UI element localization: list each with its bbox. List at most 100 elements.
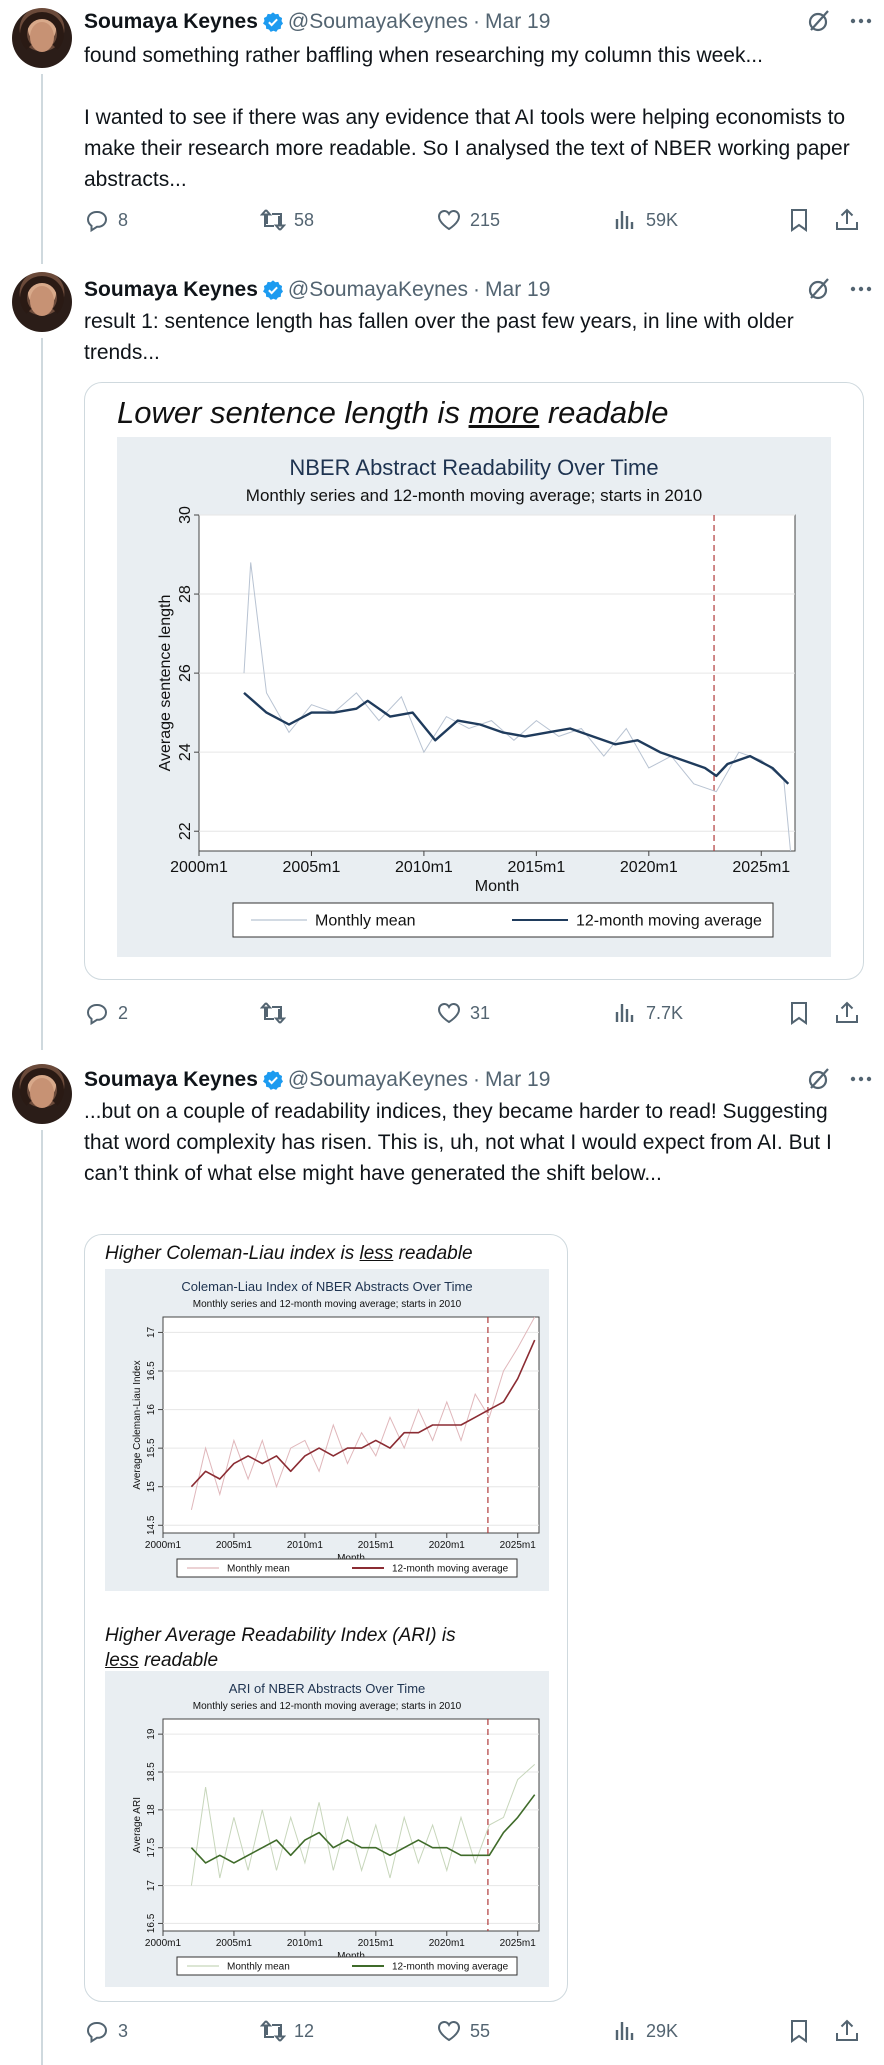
like-button[interactable]: 215 (436, 207, 500, 233)
chart-caption: Higher Average Readability Index (ARI) i… (105, 1623, 456, 1673)
chart-svg: NBER Abstract Readability Over Time Month… (157, 455, 796, 938)
like-button[interactable]: 31 (436, 1000, 490, 1026)
chart-sentence-length: NBER Abstract Readability Over Time Month… (117, 437, 831, 957)
grok-icon[interactable] (806, 1066, 832, 1092)
x-tick-label: 2020m1 (620, 859, 678, 876)
y-tick-label: 30 (177, 506, 194, 524)
reply-count: 2 (118, 1002, 129, 1023)
grok-icon[interactable] (806, 8, 832, 34)
author-name[interactable]: Soumaya Keynes (84, 10, 258, 33)
more-icon[interactable] (848, 276, 874, 302)
media-card[interactable]: Lower sentence length is more readable N… (84, 382, 864, 980)
y-tick-label: 16.5 (146, 1913, 157, 1933)
views-button[interactable]: 59K (612, 207, 678, 233)
x-tick-label: 2020m1 (429, 1938, 466, 1949)
bookmark-icon (791, 1002, 807, 1025)
legend-label-ma: 12-month moving average (576, 913, 762, 930)
author-handle[interactable]: @SoumayaKeynes (287, 278, 469, 301)
legend-label-monthly: Monthly mean (227, 1564, 290, 1575)
tweet-3[interactable]: Soumaya Keynes @SoumayaKeynes · Mar 19 .… (0, 1054, 884, 2065)
tweet-paragraph: found something rather baffling when res… (84, 44, 763, 67)
x-tick-label: 2025m1 (500, 1540, 537, 1551)
chart-subtitle: Monthly series and 12-month moving avera… (246, 486, 702, 505)
reply-icon (86, 1004, 108, 1026)
thread-line (41, 1130, 43, 2065)
moving-average-line (190, 1794, 536, 1864)
author-avatar[interactable] (12, 272, 72, 332)
legend-label-ma: 12-month moving average (392, 1962, 509, 1973)
like-icon (437, 1002, 461, 1024)
chart-ari: ARI of NBER Abstracts Over Time Monthly s… (105, 1671, 549, 1987)
author-avatar[interactable] (12, 1064, 72, 1124)
tweet-date[interactable]: Mar 19 (485, 10, 551, 33)
reply-button[interactable]: 8 (84, 207, 128, 233)
legend-box (176, 1558, 518, 1578)
y-tick-label: 14.5 (146, 1515, 157, 1535)
tweet-2[interactable]: Soumaya Keynes @SoumayaKeynes · Mar 19 r… (0, 264, 884, 1050)
share-icon (836, 208, 858, 230)
repost-icon (260, 1002, 286, 1024)
tweet-tools (806, 276, 874, 302)
author-name[interactable]: Soumaya Keynes (84, 1068, 258, 1091)
author-avatar[interactable] (12, 8, 72, 68)
caption-text: readable (539, 395, 669, 430)
y-tick-label: 16.5 (146, 1361, 157, 1381)
tweet-header: Soumaya Keynes @SoumayaKeynes · Mar 19 (84, 276, 550, 304)
tweet-header: Soumaya Keynes @SoumayaKeynes · Mar 19 (84, 1066, 550, 1094)
caption-text: Higher Average Readability Index (ARI) i… (105, 1625, 456, 1646)
repost-button[interactable] (260, 1000, 294, 1026)
x-tick-label: 2025m1 (732, 859, 790, 876)
like-count: 55 (470, 2020, 491, 2041)
y-tick-label: 17.5 (146, 1838, 157, 1858)
tweet-1[interactable]: Soumaya Keynes @SoumayaKeynes · Mar 19 f… (0, 0, 884, 264)
verified-badge-icon (262, 1070, 283, 1090)
caption-text: Lower sentence length is (117, 395, 469, 430)
reply-button[interactable]: 2 (84, 1000, 128, 1026)
bookmark-button[interactable] (786, 1000, 812, 1026)
reply-button[interactable]: 3 (84, 2018, 128, 2044)
like-count: 31 (470, 1002, 491, 1023)
author-name[interactable]: Soumaya Keynes (84, 278, 258, 301)
chart-svg: ARI of NBER Abstracts Over Time Monthly s… (132, 1681, 540, 1976)
caption-text: Higher Coleman-Liau index is (105, 1243, 360, 1264)
author-handle[interactable]: @SoumayaKeynes (287, 1068, 469, 1091)
tweet-date[interactable]: Mar 19 (485, 278, 551, 301)
chart-title: ARI of NBER Abstracts Over Time (229, 1681, 426, 1696)
tweet-text: result 1: sentence length has fallen ove… (84, 306, 868, 368)
x-tick-label: 2005m1 (216, 1540, 253, 1551)
bookmark-button[interactable] (786, 207, 812, 233)
share-button[interactable] (834, 2018, 860, 2044)
views-icon (615, 2022, 634, 2040)
media-card[interactable]: Higher Coleman-Liau index is less readab… (84, 1234, 568, 2002)
share-button[interactable] (834, 207, 860, 233)
bookmark-icon (791, 2020, 807, 2043)
repost-button[interactable]: 58 (260, 207, 314, 233)
chart-title: Coleman-Liau Index of NBER Abstracts Ove… (181, 1279, 472, 1294)
moving-average-line (190, 1339, 536, 1488)
share-button[interactable] (834, 1000, 860, 1026)
monthly-mean-line (243, 562, 791, 852)
tweet-date[interactable]: Mar 19 (485, 1068, 551, 1091)
author-handle[interactable]: @SoumayaKeynes (287, 10, 469, 33)
chart-subtitle: Monthly series and 12-month moving avera… (193, 1299, 462, 1310)
tweet-paragraph: ...but on a couple of readability indice… (84, 1100, 832, 1185)
x-tick-label: 2020m1 (429, 1540, 466, 1551)
x-axis-label: Month (475, 878, 519, 895)
verified-badge-icon (262, 12, 283, 32)
repost-button[interactable]: 12 (260, 2018, 314, 2044)
share-icon (836, 2019, 858, 2041)
tweet-text: ...but on a couple of readability indice… (84, 1096, 868, 1189)
y-axis-label: Average ARI (132, 1797, 143, 1853)
views-button[interactable]: 29K (612, 2018, 678, 2044)
chart-coleman-liau: Coleman-Liau Index of NBER Abstracts Ove… (105, 1269, 549, 1591)
grok-icon[interactable] (806, 276, 832, 302)
more-icon[interactable] (848, 8, 874, 34)
x-tick-label: 2010m1 (287, 1540, 324, 1551)
views-button[interactable]: 7.7K (612, 1000, 683, 1026)
reply-icon (86, 2022, 108, 2044)
like-button[interactable]: 55 (436, 2018, 490, 2044)
views-count: 59K (646, 209, 679, 230)
more-icon[interactable] (848, 1066, 874, 1092)
bookmark-button[interactable] (786, 2018, 812, 2044)
chart-caption: Lower sentence length is more readable (117, 395, 668, 431)
